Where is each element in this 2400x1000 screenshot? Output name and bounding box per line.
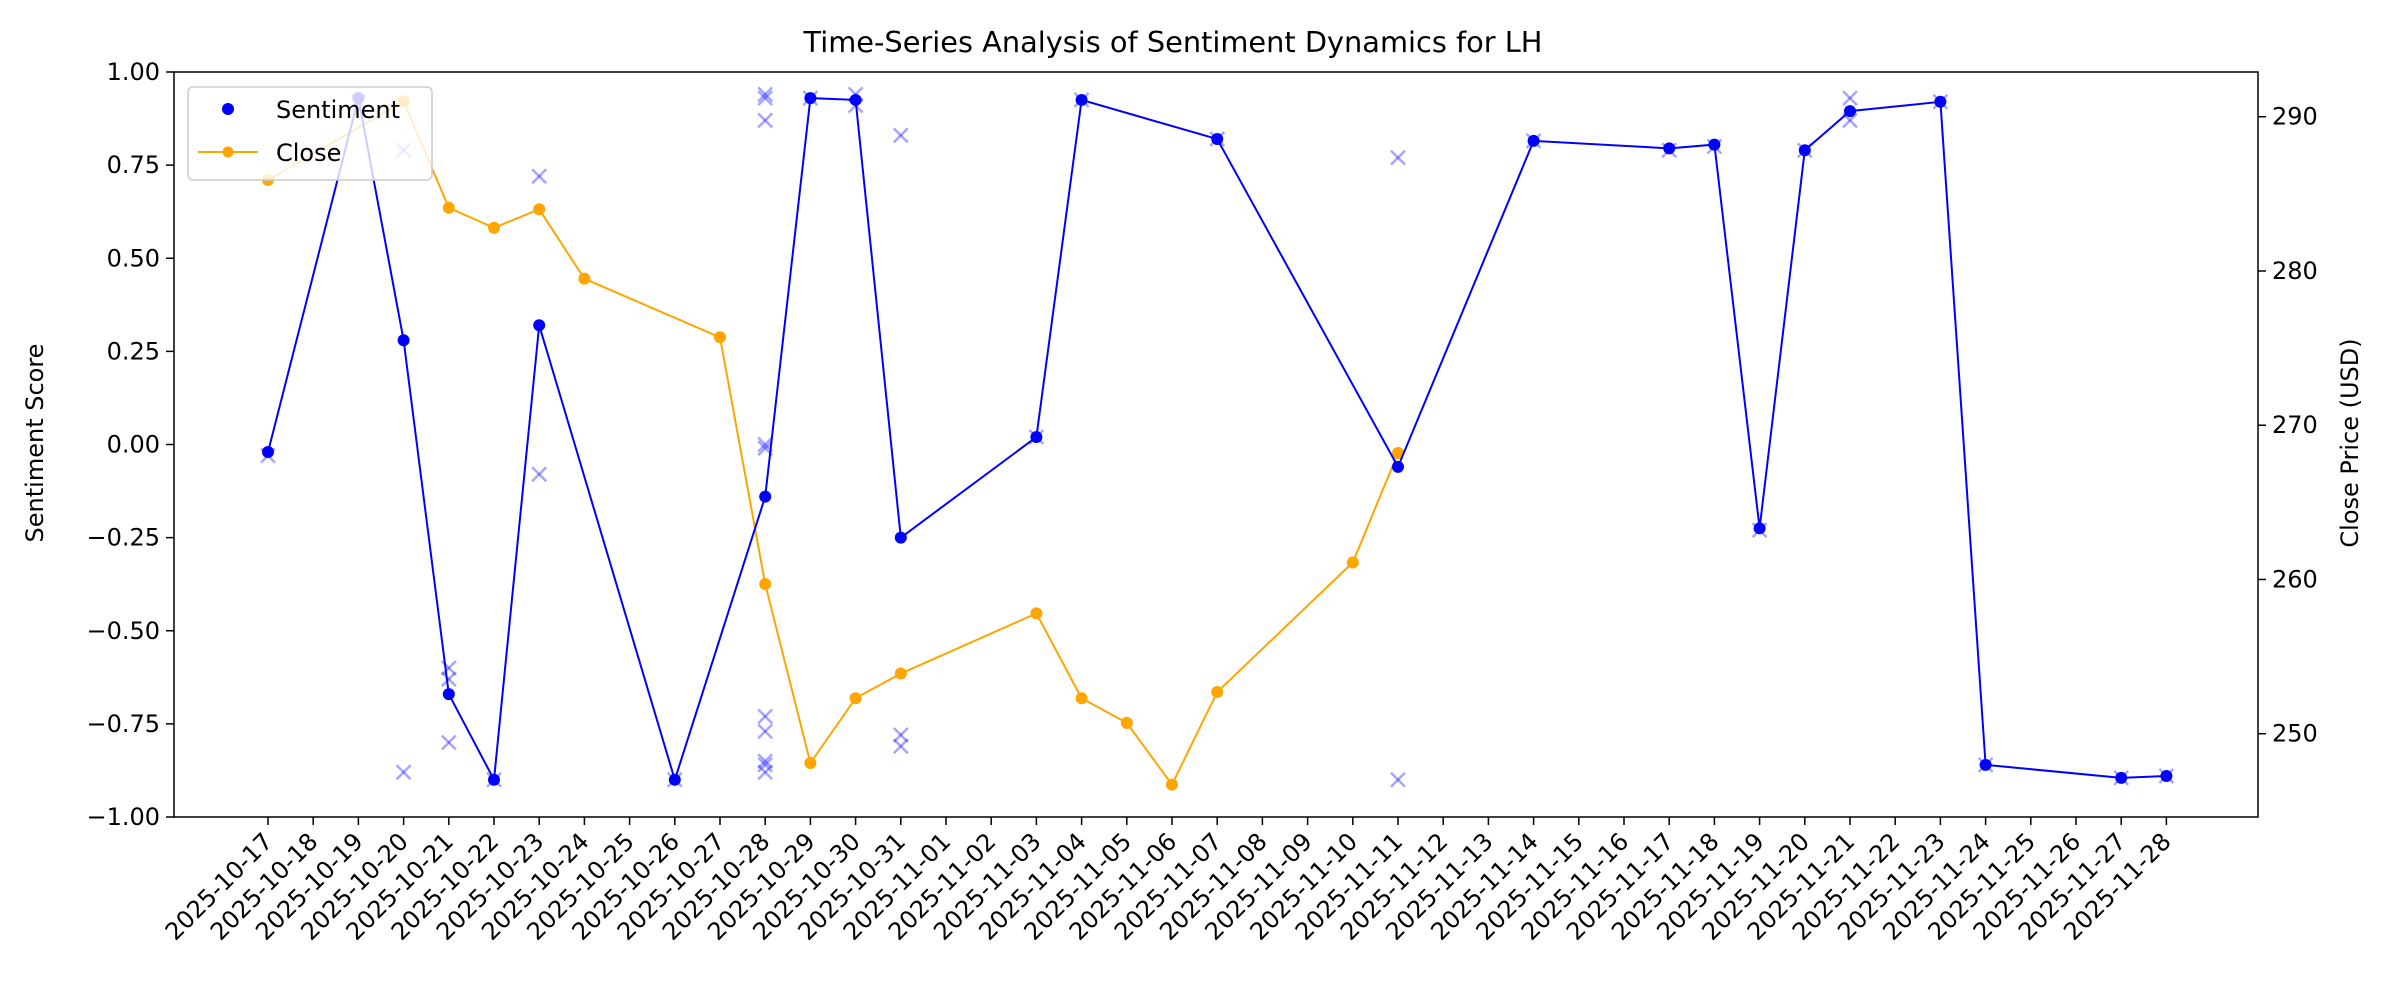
sentiment-point (759, 490, 772, 503)
sentiment-point (668, 773, 681, 786)
y-axis-label-left: Sentiment Score (21, 344, 49, 543)
legend-close-marker (222, 146, 234, 158)
close-point (1392, 446, 1404, 459)
raw-sentiment-marker (757, 756, 774, 773)
close-point (849, 692, 862, 705)
raw-sentiment-marker (395, 764, 412, 781)
y-tick-label-left: −0.50 (86, 617, 160, 645)
close-point (714, 331, 726, 344)
y-tick-label-left: −1.00 (86, 803, 160, 831)
raw-sentiment-marker (757, 86, 774, 103)
legend-sentiment-marker (222, 103, 234, 115)
sentiment-point (1844, 105, 1856, 118)
close-point (1211, 686, 1224, 699)
close-point (1346, 556, 1359, 569)
y-tick-label-left: −0.25 (86, 524, 160, 552)
raw-sentiment-marker (440, 734, 457, 751)
y-tick-label-right: 270 (2272, 411, 2318, 439)
raw-sentiment-marker (531, 466, 548, 483)
y-tick-label-left: 0.25 (107, 337, 160, 365)
raw-sentiment-marker (1390, 149, 1406, 166)
y-tick-label-right: 260 (2272, 565, 2318, 593)
y-tick-label-left: 1.00 (107, 58, 160, 86)
y-tick-label-left: −0.75 (86, 710, 160, 738)
sentiment-point (1075, 93, 1088, 106)
raw-sentiment-marker (892, 738, 909, 755)
y-axis-label-right: Close Price (USD) (2336, 338, 2364, 547)
sentiment-point (1708, 138, 1721, 151)
legend-sentiment-label: Sentiment (276, 96, 400, 124)
chart-title: Time-Series Analysis of Sentiment Dynami… (803, 25, 1543, 59)
raw-sentiment-marker (757, 723, 774, 740)
close-point (894, 667, 907, 680)
y-tick-label-right: 250 (2272, 720, 2318, 748)
close-point (1166, 778, 1178, 791)
close-point (578, 272, 591, 285)
sentiment-point (2160, 770, 2173, 783)
raw-sentiment-marker (757, 764, 774, 781)
sentiment-point (1753, 522, 1766, 535)
y-tick-label-left: 0.75 (107, 151, 160, 179)
close-line (267, 99, 1399, 787)
close-point (804, 757, 817, 770)
raw-sentiment-marker (440, 671, 457, 688)
sentiment-point (1527, 134, 1540, 147)
sentiment-point (1979, 758, 1992, 771)
sentiment-point (1392, 460, 1404, 473)
sentiment-point (442, 688, 455, 701)
close-point (533, 203, 546, 216)
legend-close-label: Close (276, 139, 341, 167)
sentiment-point (1030, 431, 1043, 444)
close-point (759, 578, 772, 591)
close-point (1120, 716, 1133, 729)
y-tick-label-right: 280 (2272, 257, 2318, 285)
sentiment-point (488, 773, 500, 786)
raw-sentiment-marker (1842, 90, 1858, 106)
raw-sentiment-marker (757, 753, 774, 770)
close-point (488, 221, 500, 234)
sentiment-point (397, 334, 410, 347)
legend-box (187, 86, 433, 181)
sentiment-point (894, 531, 907, 544)
raw-sentiment-marker (892, 727, 909, 743)
sentiment-point (1934, 95, 1947, 108)
close-point (1030, 607, 1043, 620)
sentiment-point (804, 92, 817, 105)
raw-sentiment-marker (757, 90, 774, 106)
sentiment-point (1211, 133, 1224, 146)
plot-frame (173, 71, 2259, 818)
close-point (1075, 692, 1088, 705)
raw-sentiment-marker (892, 127, 909, 144)
sentiment-point (1663, 142, 1676, 155)
sentiment-point (2115, 771, 2128, 784)
raw-sentiment-marker (1390, 771, 1406, 788)
raw-sentiment-marker (757, 708, 774, 725)
sentiment-point (1798, 144, 1811, 157)
sentiment-point (533, 319, 546, 332)
y-tick-label-right: 290 (2272, 103, 2318, 131)
close-point (442, 201, 455, 214)
sentiment-point (849, 93, 862, 106)
y-tick-label-left: 0.00 (107, 431, 160, 459)
legend: Sentiment Close (187, 86, 433, 181)
raw-sentiment-marker (531, 168, 548, 185)
sentiment-point (262, 445, 274, 458)
y-tick-label-left: 0.50 (107, 244, 160, 272)
raw-sentiment-marker (757, 112, 774, 129)
